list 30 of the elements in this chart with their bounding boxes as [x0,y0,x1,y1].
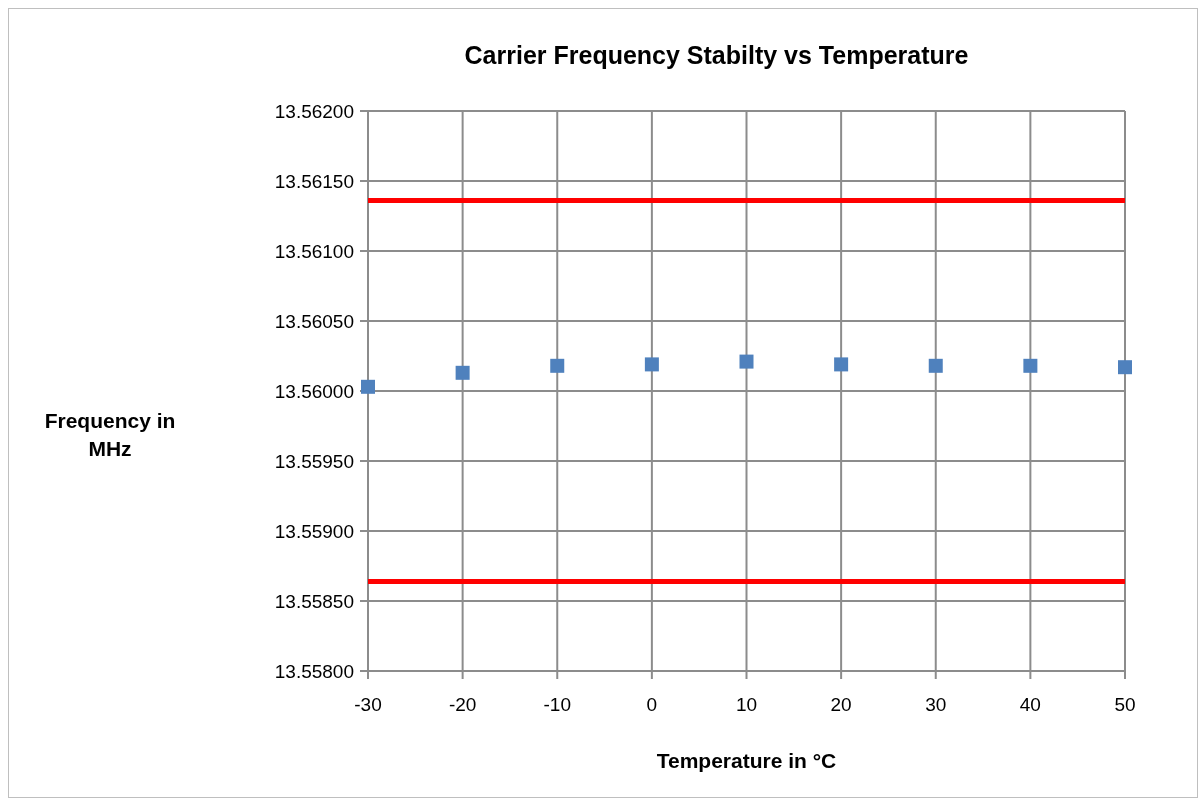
point [644,357,659,372]
x-tick-label: -20 [448,694,477,715]
point [834,357,849,372]
y-tick-label: 13.56000 [274,381,354,402]
chart-title: Carrier Frequency Stabilty vs Temperature [464,41,969,69]
y-axis-title: Frequency in MHz [44,409,176,460]
x-tick-label: 40 [1019,694,1041,715]
point [1118,360,1132,375]
y-tick-label: 13.56100 [274,241,354,262]
y-tick-label: 13.56200 [274,101,354,122]
point [550,358,565,373]
x-tick-label: 10 [735,694,758,715]
point [361,379,375,394]
y-tick-label: 13.55900 [274,521,354,542]
y-tick-label: 13.55850 [274,591,354,612]
y-tick-label: 13.56150 [274,171,354,192]
point [1023,358,1038,373]
y-tick-label: 13.56050 [274,311,354,332]
point [455,365,470,380]
x-tick-label: 30 [925,694,947,715]
x-tick-label: 0 [646,694,658,715]
y-tick-label: 13.55950 [274,451,354,472]
x-tick-label: -10 [543,694,571,715]
x-tick-label: -30 [354,694,382,715]
x-tick-label: 50 [1114,694,1136,715]
y-tick-label: 13.55800 [274,661,354,682]
x-tick-label: 20 [830,694,852,715]
x-axis-title: Temperature in °C [656,749,837,772]
point [739,354,754,369]
point [928,358,943,373]
